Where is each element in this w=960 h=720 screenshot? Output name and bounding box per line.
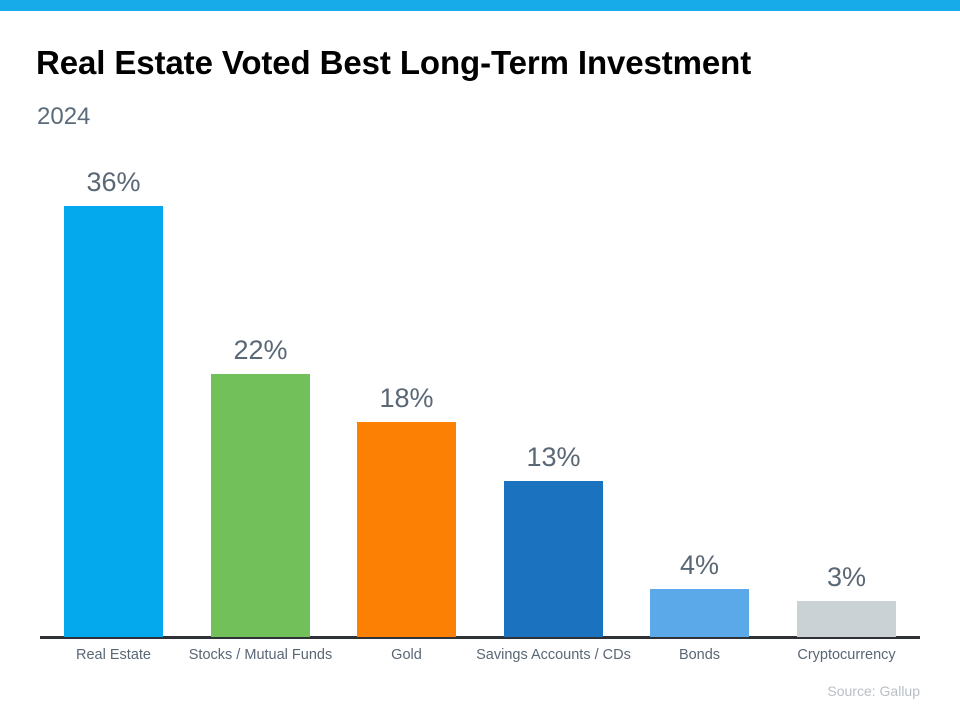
bar-value-label: 36%: [86, 167, 141, 198]
x-axis-category-label: Stocks / Mutual Funds: [188, 647, 333, 663]
bar-value-label: 22%: [233, 334, 288, 365]
bar: [211, 373, 310, 637]
bar: [504, 481, 603, 637]
x-axis-category-label: Real Estate: [76, 647, 151, 663]
x-axis-category-label: Savings Accounts / CDs: [476, 647, 631, 663]
bar: [357, 421, 456, 637]
bar: [64, 206, 163, 637]
x-axis-category-label: Gold: [391, 647, 422, 663]
chart-subtitle: 2024: [37, 103, 91, 130]
bar-value-label: 13%: [526, 442, 581, 473]
source-attribution: Source: Gallup: [827, 683, 920, 699]
x-axis-category-label: Bonds: [678, 647, 721, 663]
bar-value-label: 3%: [826, 562, 867, 593]
x-axis-line: [40, 636, 920, 639]
x-axis-category-label: Cryptocurrency: [797, 647, 896, 663]
bar: [797, 601, 896, 637]
page-title: Real Estate Voted Best Long-Term Investm…: [36, 44, 752, 81]
bar-value-label: 4%: [679, 550, 720, 581]
bar-value-label: 18%: [379, 382, 434, 413]
top-accent-bar: [0, 0, 960, 11]
bar: [650, 589, 749, 637]
